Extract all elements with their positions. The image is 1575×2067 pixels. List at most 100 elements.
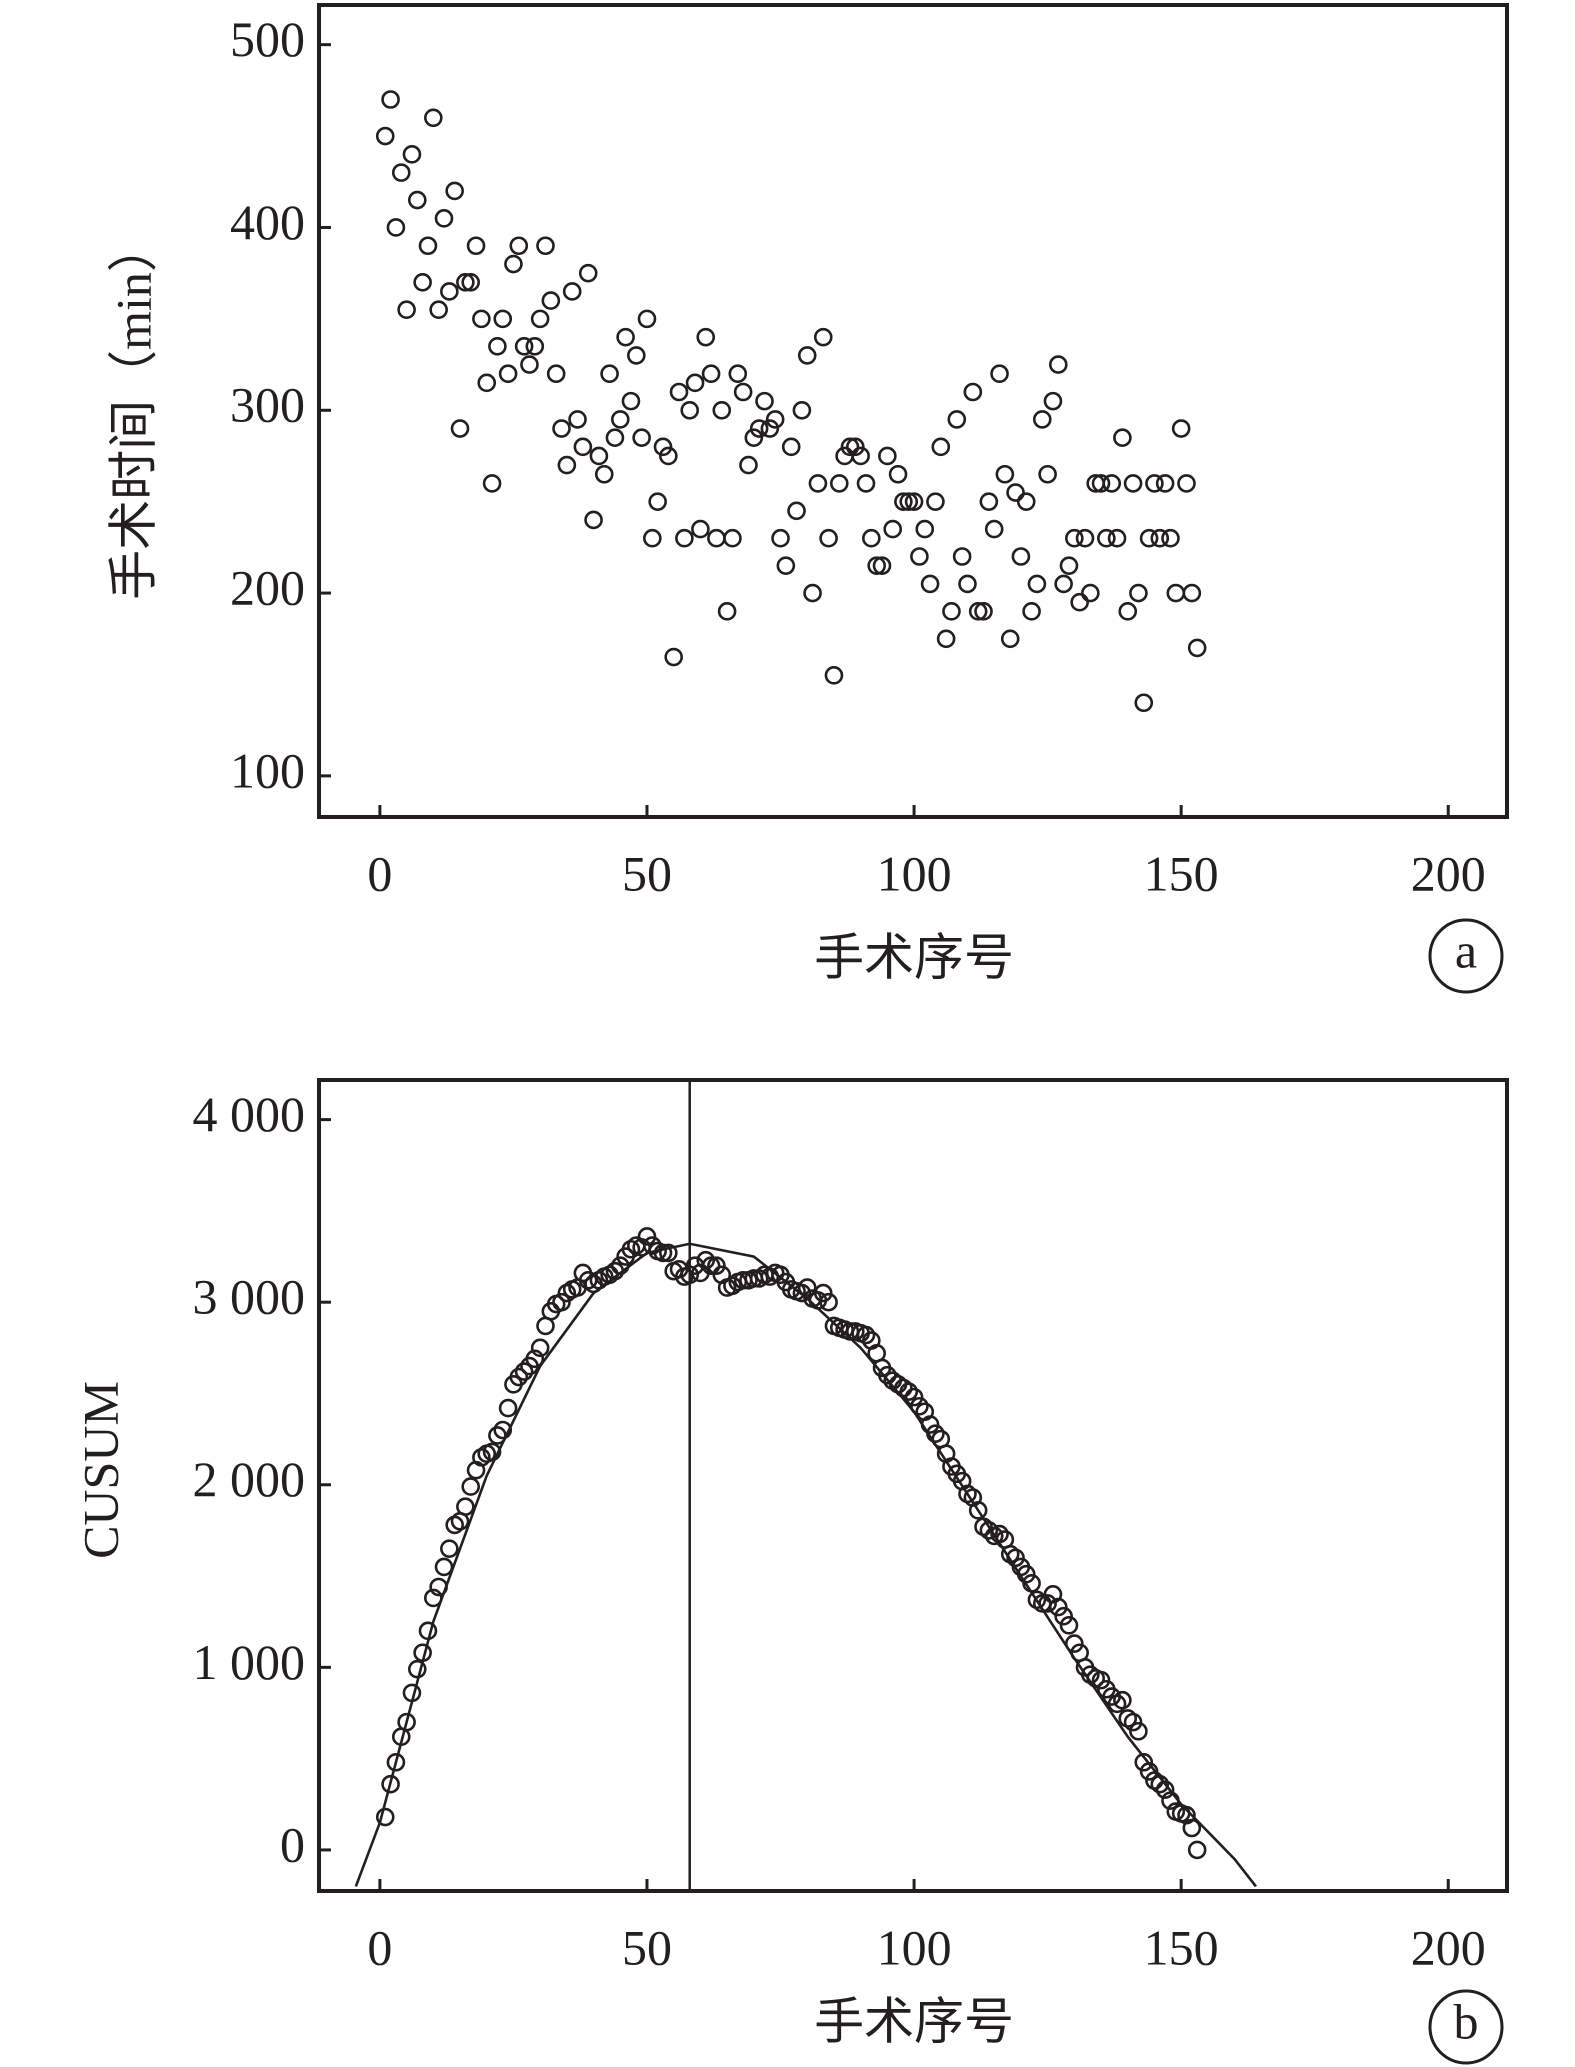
data-point bbox=[829, 474, 849, 493]
data-point bbox=[397, 300, 416, 320]
x-tick-label: 150 bbox=[1144, 845, 1219, 901]
data-point bbox=[883, 519, 903, 539]
data-point bbox=[1161, 1791, 1180, 1810]
data-point bbox=[803, 583, 822, 603]
data-point bbox=[696, 1250, 716, 1270]
data-point bbox=[386, 218, 406, 237]
data-point bbox=[707, 528, 726, 548]
data-point bbox=[1123, 1712, 1143, 1732]
data-point bbox=[573, 437, 593, 457]
data-point bbox=[749, 419, 769, 438]
data-point bbox=[546, 364, 566, 384]
data-point bbox=[1145, 474, 1164, 493]
data-point bbox=[968, 602, 988, 621]
data-point bbox=[1016, 1564, 1036, 1584]
data-point bbox=[776, 556, 796, 575]
data-point bbox=[1075, 528, 1095, 548]
data-point bbox=[493, 309, 513, 329]
data-point bbox=[407, 190, 427, 210]
data-point bbox=[1048, 355, 1068, 374]
data-point bbox=[958, 574, 977, 594]
data-point bbox=[413, 273, 432, 292]
plot-area bbox=[375, 90, 1207, 713]
data-point bbox=[610, 410, 630, 429]
data-point bbox=[808, 474, 828, 493]
data-point bbox=[1139, 1762, 1159, 1781]
data-point bbox=[675, 528, 694, 548]
data-point bbox=[1102, 474, 1122, 493]
data-point bbox=[1032, 410, 1052, 429]
data-point bbox=[482, 474, 502, 493]
data-point bbox=[584, 510, 603, 530]
data-point bbox=[536, 236, 555, 256]
data-point bbox=[1038, 1594, 1057, 1613]
x-tick-label: 200 bbox=[1411, 1919, 1486, 1975]
y-tick-label: 400 bbox=[230, 194, 305, 250]
x-tick-label: 150 bbox=[1144, 1919, 1219, 1975]
x-axis-label: 手术序号 bbox=[814, 1993, 1014, 2049]
data-point bbox=[1107, 528, 1127, 548]
data-point bbox=[1059, 1616, 1079, 1635]
data-point bbox=[653, 1243, 673, 1263]
data-point bbox=[680, 400, 700, 420]
data-point bbox=[947, 410, 967, 429]
panel-label: b bbox=[1454, 1993, 1479, 2049]
data-point bbox=[418, 236, 438, 256]
data-point bbox=[562, 282, 582, 301]
y-tick-label: 0 bbox=[280, 1816, 305, 1872]
data-point bbox=[456, 273, 475, 292]
data-point bbox=[440, 282, 459, 301]
data-point bbox=[589, 446, 609, 466]
data-point bbox=[440, 1539, 459, 1558]
data-point bbox=[1166, 583, 1186, 603]
data-point bbox=[696, 327, 716, 347]
x-tick-label: 50 bbox=[622, 845, 672, 901]
data-point bbox=[1097, 528, 1116, 548]
data-point bbox=[920, 574, 940, 594]
data-point bbox=[397, 1712, 416, 1732]
data-point bbox=[1134, 693, 1154, 713]
data-point bbox=[824, 666, 844, 685]
data-point bbox=[659, 446, 678, 466]
data-point bbox=[691, 519, 710, 539]
panel-label-circle bbox=[1428, 918, 1504, 994]
data-point bbox=[856, 474, 876, 493]
data-point bbox=[456, 1497, 475, 1516]
y-tick-label: 2 000 bbox=[193, 1451, 306, 1507]
data-point bbox=[1070, 592, 1089, 612]
x-tick-label: 100 bbox=[877, 1919, 952, 1975]
data-point bbox=[477, 373, 497, 393]
data-point bbox=[429, 1577, 448, 1597]
panel-label-circle bbox=[1428, 1989, 1504, 2065]
axes-frame bbox=[317, 3, 1509, 819]
data-point bbox=[1150, 1774, 1170, 1794]
data-point bbox=[755, 391, 774, 411]
panel-label: a bbox=[1455, 922, 1477, 978]
data-point bbox=[450, 419, 470, 438]
data-point bbox=[605, 428, 625, 447]
data-point bbox=[445, 181, 464, 201]
data-point bbox=[402, 1683, 422, 1703]
data-point bbox=[728, 364, 748, 384]
data-point bbox=[509, 236, 529, 256]
fit-curve bbox=[354, 1242, 1257, 1888]
data-point bbox=[979, 1521, 999, 1540]
data-point bbox=[1016, 492, 1036, 511]
data-point bbox=[552, 1292, 571, 1312]
data-point bbox=[851, 446, 870, 466]
data-point bbox=[1048, 1597, 1068, 1617]
data-point bbox=[1038, 464, 1057, 484]
data-point bbox=[375, 1807, 395, 1827]
data-point bbox=[1182, 583, 1202, 603]
data-point bbox=[771, 528, 790, 548]
data-point bbox=[888, 464, 908, 484]
data-point bbox=[610, 1256, 630, 1275]
data-point bbox=[626, 346, 646, 365]
data-point bbox=[920, 1415, 940, 1434]
data-point bbox=[867, 556, 886, 575]
data-point bbox=[1150, 528, 1170, 548]
data-point bbox=[659, 1243, 678, 1263]
data-point bbox=[498, 1398, 518, 1418]
data-point bbox=[578, 263, 598, 283]
